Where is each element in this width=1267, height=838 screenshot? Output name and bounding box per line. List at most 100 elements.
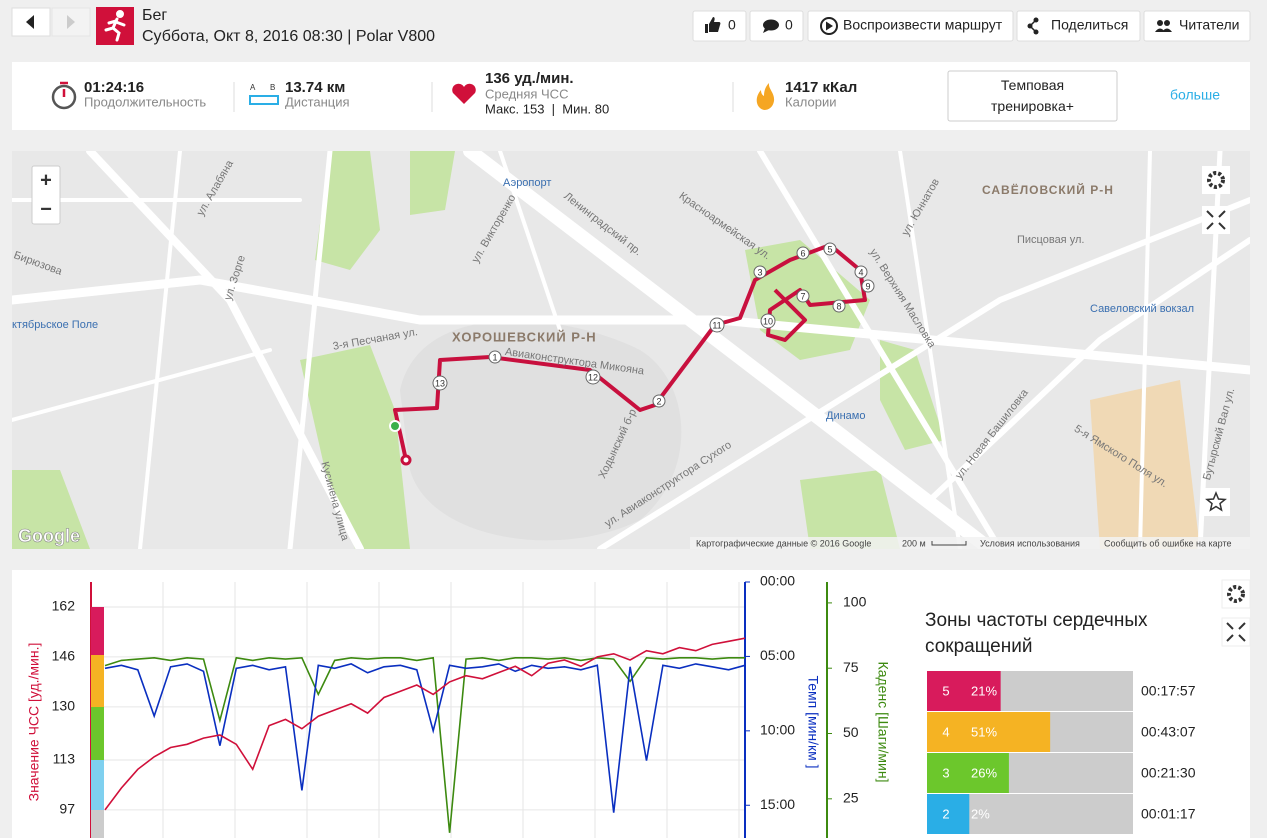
zone-time: 00:43:07 xyxy=(1141,724,1196,740)
map-fullscreen[interactable] xyxy=(1202,206,1230,234)
zone-band xyxy=(91,707,104,760)
route-end xyxy=(400,454,412,466)
route-start xyxy=(389,420,401,432)
distance-value: 13.74 км xyxy=(285,79,345,96)
zone-percent: 26% xyxy=(971,765,997,780)
metro-label: Аэропорт xyxy=(503,177,551,189)
hr-label: Средняя ЧСС xyxy=(485,86,568,101)
y-tick-label: 97 xyxy=(59,801,75,817)
zone-number-box xyxy=(927,712,966,752)
replay-button[interactable] xyxy=(807,10,1014,42)
route-point: 6 xyxy=(800,248,805,258)
map-logo: Google xyxy=(18,526,80,546)
hr-value: 136 уд./мин. xyxy=(485,70,574,87)
duration-value: 01:24:16 xyxy=(84,79,144,96)
zones-table: 5 21% 00:17:57 4 51% 00:43:07 3 26% 00:21:30 2 2% 0… xyxy=(927,671,1196,834)
route-point: 9 xyxy=(865,281,870,291)
y3-tick-label: 50 xyxy=(843,724,859,740)
y-tick-label: 162 xyxy=(52,598,76,614)
zone-number-box xyxy=(927,671,966,711)
duration-label: Продолжительность xyxy=(84,94,206,109)
y3-axis-title: Каденс [Шаги/мин] xyxy=(875,662,891,783)
metro-label: Динамо xyxy=(826,410,865,422)
map-terms[interactable]: Условия использования xyxy=(980,538,1080,548)
training-button[interactable] xyxy=(947,70,1118,122)
route-point: 12 xyxy=(588,372,598,382)
distance-label: Дистанция xyxy=(285,94,350,109)
zone-bar xyxy=(966,794,970,834)
zone-number: 4 xyxy=(942,724,949,739)
route-point: 7 xyxy=(800,291,805,301)
zone-percent: 51% xyxy=(971,724,997,739)
route-point: 13 xyxy=(435,378,445,388)
chart: 97 113 130 146 162 00:00 05:00 10:00 15:00 25 50 75… xyxy=(26,573,891,838)
zone-number: 3 xyxy=(942,765,949,780)
district-label: ХОРОШЕВСКИЙ Р-Н xyxy=(452,329,597,344)
map-copyright: Картографические данные © 2016 Google xyxy=(696,538,871,548)
route-point: 2 xyxy=(656,396,661,406)
district-label: САВЁЛОВСКИЙ Р-Н xyxy=(982,182,1114,197)
header: Бег Суббота, Окт 8, 2016 08:30 | Polar V… xyxy=(11,7,1251,45)
zone-bar xyxy=(966,671,1001,711)
series-line xyxy=(104,663,746,813)
zones-title: Зоны частоты сердечных сокращений xyxy=(925,610,1148,657)
zone-time: 00:01:17 xyxy=(1141,806,1196,822)
zone-number-box xyxy=(927,794,966,834)
route xyxy=(393,243,867,461)
hr-minmax: Макс. 153 | Мин. 80 xyxy=(485,101,609,116)
y-tick-label: 113 xyxy=(53,751,76,767)
series-line xyxy=(104,637,746,811)
map-settings[interactable] xyxy=(1202,166,1230,194)
zone-number: 2 xyxy=(942,806,949,821)
route-point: 5 xyxy=(827,244,832,254)
zone-band xyxy=(91,810,104,838)
y2-tick-label: 05:00 xyxy=(760,647,795,663)
chart-settings[interactable] xyxy=(1221,579,1251,609)
y2-tick-label: 10:00 xyxy=(760,722,795,738)
y2-axis-title: Темп [мин/км ] xyxy=(805,675,821,768)
zone-percent: 21% xyxy=(971,683,997,698)
replay-label: Воспроизвести маршрут xyxy=(843,17,1003,33)
more-link[interactable]: больше xyxy=(1170,87,1220,103)
zone-percent: 2% xyxy=(971,806,990,821)
zoom-out[interactable]: − xyxy=(40,198,52,220)
route-point: 3 xyxy=(757,267,762,277)
route-point: 1 xyxy=(492,352,497,362)
like-count: 0 xyxy=(728,17,736,33)
zone-time: 00:21:30 xyxy=(1141,765,1196,781)
summary-panel: 01:24:16 Продолжительность A B 13.74 км Д… xyxy=(12,62,1250,130)
y2-tick-label: 15:00 xyxy=(760,796,795,812)
zone-bar xyxy=(966,753,1009,793)
y3-tick-label: 100 xyxy=(843,594,867,610)
map-report[interactable]: Сообщить об ошибке на карте xyxy=(1104,538,1231,548)
comment-count: 0 xyxy=(785,17,793,33)
route-point: 11 xyxy=(712,320,721,330)
industrial xyxy=(1090,380,1200,549)
svg-text:A: A xyxy=(250,83,256,92)
roads xyxy=(12,151,1250,549)
zone-bar xyxy=(966,712,1051,752)
activity-subtitle: Суббота, Окт 8, 2016 08:30 | Polar V800 xyxy=(142,28,435,45)
y3-tick-label: 75 xyxy=(843,659,859,675)
calories-label: Калории xyxy=(785,94,837,109)
metro-label: Савеловский вокзал xyxy=(1090,303,1194,315)
chart-fullscreen[interactable] xyxy=(1221,617,1251,647)
zone-band xyxy=(91,607,104,655)
route-point: 4 xyxy=(858,267,863,277)
street-label: Писцовая ул. xyxy=(1017,234,1084,246)
zone-band xyxy=(91,655,104,707)
metro-label: ктябрьское Поле xyxy=(12,319,98,331)
zoom-in[interactable]: + xyxy=(40,169,52,191)
y2-tick-label: 00:00 xyxy=(760,573,795,589)
calories-value: 1417 кКал xyxy=(785,79,857,96)
followers-label: Читатели xyxy=(1179,17,1239,33)
route-point: 10 xyxy=(763,316,773,326)
share-button[interactable] xyxy=(1016,10,1141,42)
map-scale: 200 м xyxy=(902,538,926,548)
followers-button[interactable] xyxy=(1143,10,1251,42)
y-tick-label: 130 xyxy=(52,698,76,714)
svg-text:B: B xyxy=(270,83,275,92)
y-axis-title: Значение ЧСС [уд./мин.] xyxy=(26,643,42,802)
share-label: Поделиться xyxy=(1051,17,1128,33)
